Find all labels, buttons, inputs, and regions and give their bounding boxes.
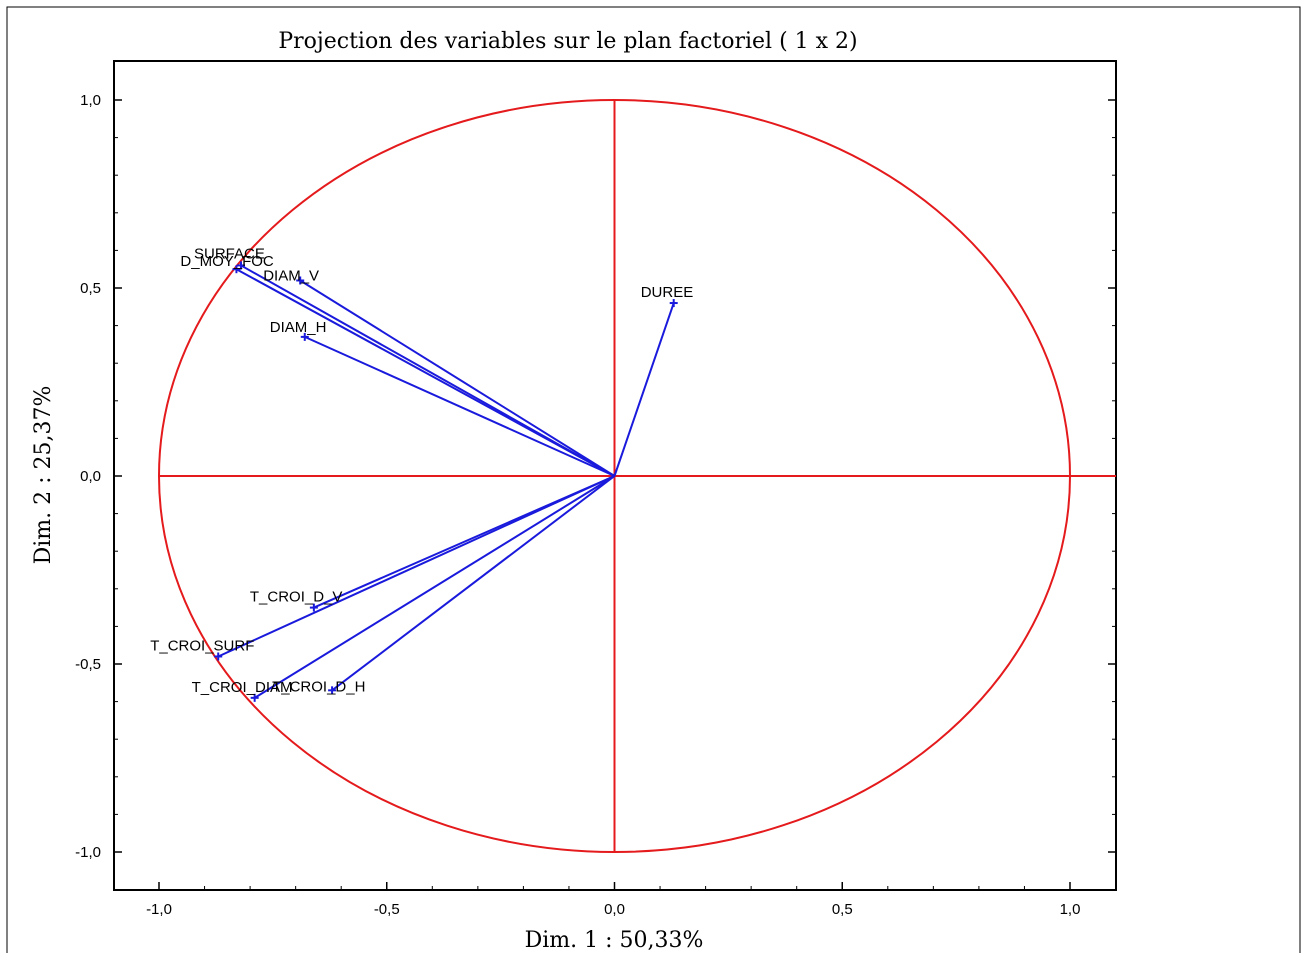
y-tick-label: 0,0 <box>80 468 101 485</box>
label-t-croi-d-v: T_CROI_D_V <box>250 589 343 606</box>
label-diam-v: DIAM_V <box>263 267 319 284</box>
label-surface: SURFACE <box>194 245 265 262</box>
y-tick-label: 0,5 <box>80 280 101 297</box>
chart-title: Projection des variables sur le plan fac… <box>278 29 857 54</box>
label-t-croi-surf: T_CROI_SURF <box>150 637 254 654</box>
vector-d-moy-foc <box>235 268 615 477</box>
y-axis-title: Dim. 2 : 25,37% <box>31 386 56 565</box>
label-diam-h: DIAM_H <box>270 319 327 336</box>
label-duree: DUREE <box>641 284 694 301</box>
vector-duree <box>613 302 675 477</box>
label-t-croi-d-h: T_CROI_D_H <box>272 678 365 695</box>
vector-diam-v <box>299 279 616 477</box>
vector-t-croi-surf <box>217 475 615 658</box>
vector-t-croi-diam <box>254 475 616 699</box>
label-t-croi-diam: T_CROI_DIAM <box>192 679 293 696</box>
x-tick-label: 0,5 <box>832 901 853 918</box>
axis-ticks: -1,0 -0,5 0,0 0,5 1,0 1,0 0,5 0,0 -0,5 -1,0 <box>75 92 1116 918</box>
y-tick-label: -1,0 <box>75 844 101 861</box>
label-d-moy-foc: D_MOY_FOC <box>180 253 274 270</box>
variable-vectors-layer <box>214 261 678 702</box>
outer-border <box>6 6 1301 958</box>
x-tick-label: 0,0 <box>604 901 625 918</box>
vector-diam-h <box>304 335 615 477</box>
x-axis-title: Dim. 1 : 50,33% <box>525 928 704 953</box>
x-tick-label: -0,5 <box>374 901 400 918</box>
y-tick-label: 1,0 <box>80 92 101 109</box>
x-tick-label: -1,0 <box>146 901 172 918</box>
vector-t-croi-d-h <box>331 475 616 692</box>
y-tick-label: -0,5 <box>75 656 101 673</box>
x-tick-label: 1,0 <box>1060 901 1081 918</box>
